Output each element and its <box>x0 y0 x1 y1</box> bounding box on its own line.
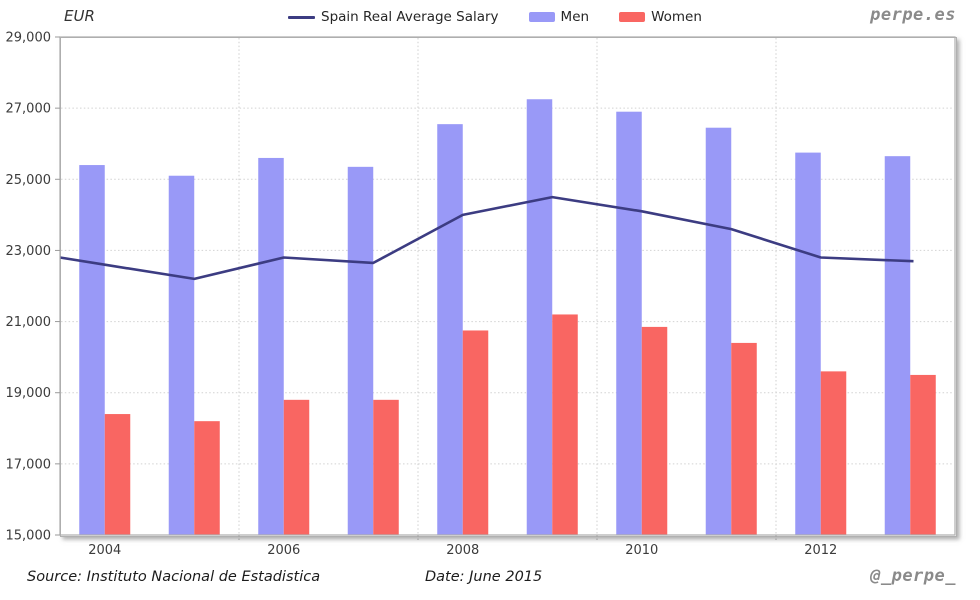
women-bar-2010 <box>641 326 668 535</box>
legend-item-women: Women <box>619 9 702 25</box>
women-bar-2006 <box>283 399 310 535</box>
men-bar-2006 <box>258 157 284 535</box>
y-tick-label: 27,000 <box>6 102 52 117</box>
women-series-marker <box>619 12 646 22</box>
women-bar-2011 <box>731 342 757 535</box>
legend-item-men: Men <box>528 9 590 25</box>
brand-watermark: perpe.es <box>870 5 956 25</box>
men-bar-2013 <box>884 156 911 535</box>
men-bar-2007 <box>347 166 374 536</box>
men-bar-2008 <box>437 124 463 536</box>
x-tick-label: 2012 <box>804 543 837 558</box>
x-tick-label: 2004 <box>88 543 121 558</box>
men-bar-2011 <box>705 127 732 535</box>
women-bar-2005 <box>194 421 220 535</box>
y-tick-label: 23,000 <box>6 244 52 259</box>
legend-item-average-salary: Spain Real Average Salary <box>288 9 499 25</box>
y-tick-label: 17,000 <box>6 457 52 472</box>
y-tick-label: 21,000 <box>6 315 52 330</box>
legend-label-women: Women <box>651 9 702 25</box>
women-bar-2013 <box>910 374 936 535</box>
y-tick-label: 29,000 <box>6 31 52 46</box>
average-salary-line <box>59 195 914 281</box>
men-bar-2009 <box>526 99 553 535</box>
x-tick-label: 2008 <box>446 543 479 558</box>
x-tick-label: 2006 <box>267 543 300 558</box>
twitter-handle: @_perpe_ <box>870 566 956 586</box>
plot-border <box>59 36 956 536</box>
women-bar-2009 <box>552 314 578 535</box>
y-axis-unit-label: EUR <box>64 7 95 25</box>
men-series-marker <box>528 12 555 22</box>
women-bar-2008 <box>462 330 489 535</box>
x-tick-label: 2010 <box>625 543 658 558</box>
men-bar-2004 <box>79 165 105 536</box>
source-caption: Source: Instituto Nacional de Estadistic… <box>27 569 321 585</box>
legend-label-average-salary: Spain Real Average Salary <box>321 9 499 25</box>
men-bar-2012 <box>795 152 821 535</box>
y-tick-label: 19,000 <box>6 386 52 401</box>
y-tick-label: 25,000 <box>6 173 52 188</box>
y-tick-label: 15,000 <box>6 529 52 544</box>
women-bar-2012 <box>820 371 847 535</box>
men-bar-2010 <box>616 111 642 535</box>
men-bar-2005 <box>168 175 195 535</box>
date-caption: Date: June 2015 <box>425 569 543 585</box>
line-series-marker <box>288 15 315 19</box>
chart-legend: Spain Real Average Salary Men Women <box>288 9 702 25</box>
legend-label-men: Men <box>560 9 590 25</box>
women-bar-2004 <box>104 414 131 535</box>
women-bar-2007 <box>373 399 399 535</box>
